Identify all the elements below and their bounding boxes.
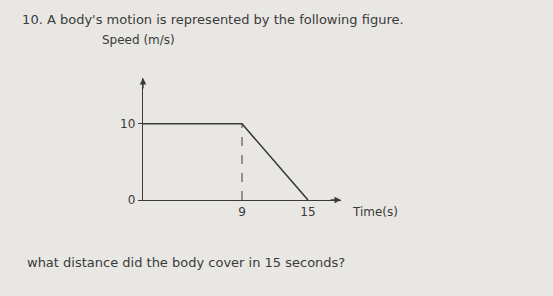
svg-text:Speed (m/s): Speed (m/s) [102, 33, 175, 47]
svg-text:9: 9 [238, 205, 246, 219]
svg-text:15: 15 [300, 205, 315, 219]
svg-text:0: 0 [128, 193, 136, 207]
svg-text:10: 10 [120, 117, 135, 131]
svg-text:Time(s): Time(s) [352, 205, 398, 219]
svg-text:10. A body's motion is represe: 10. A body's motion is represented by th… [22, 12, 403, 27]
svg-text:what distance did the body cov: what distance did the body cover in 15 s… [27, 255, 345, 270]
